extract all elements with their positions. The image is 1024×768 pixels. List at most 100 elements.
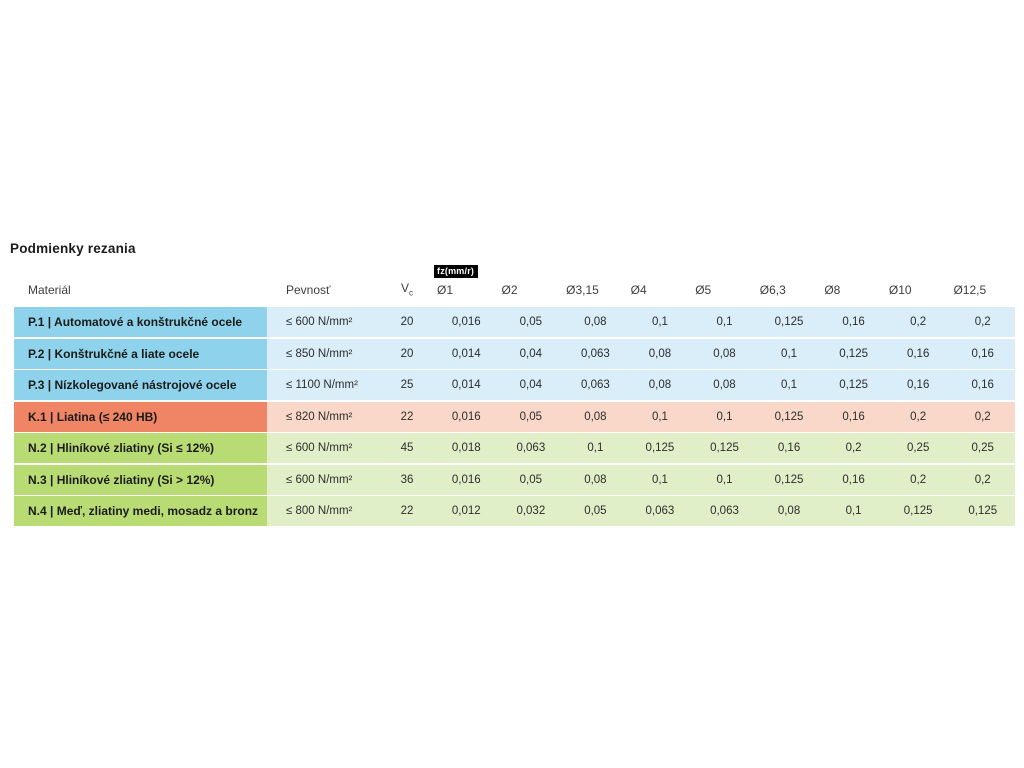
fz-cell: 0,016: [451, 316, 481, 328]
vc-subscript: c: [409, 288, 413, 298]
fz-cell: 0,125: [710, 442, 739, 454]
fz-cell: 0,08: [777, 505, 801, 517]
fz-cell: 0,063: [645, 505, 675, 517]
table-row: P.1 | Automatové a konštrukčné ocele ≤ 6…: [14, 307, 1015, 337]
fz-cell: 0,2: [910, 316, 927, 328]
fz-cell: 0,16: [777, 442, 801, 454]
strength-cell: ≤ 800 N/mm²: [286, 505, 353, 517]
fz-cell: 0,2: [974, 316, 991, 328]
column-header-vc: Vc: [380, 281, 434, 297]
table-row: P.2 | Konštrukčné a liate ocele ≤ 850 N/…: [14, 338, 1015, 369]
column-header-material: Materiál: [28, 283, 71, 298]
fz-cell: 0,1: [845, 505, 862, 517]
fz-cell: 0,125: [774, 410, 804, 423]
fz-cell: 0,1: [651, 316, 668, 328]
fz-cell: 0,012: [451, 505, 481, 517]
table-header-row: Materiál Pevnosť Vc Ø1 Ø2 Ø3,15 Ø4 Ø5 Ø6…: [14, 281, 1015, 297]
fz-cell: 0,1: [716, 410, 733, 423]
fz-cell: 0,16: [842, 410, 865, 423]
fz-cell: 0,05: [519, 473, 543, 486]
fz-cell: 0,125: [774, 316, 804, 328]
column-header-d4: Ø4: [630, 283, 647, 298]
fz-cell: 0,125: [903, 505, 933, 517]
fz-cell: 0,2: [910, 473, 927, 486]
fz-cell: 0,2: [845, 442, 862, 454]
fz-cell: 0,1: [781, 379, 798, 391]
fz-cell: 0,063: [580, 379, 610, 391]
cutting-conditions-table: P.1 | Automatové a konštrukčné ocele ≤ 6…: [14, 307, 1015, 528]
strength-cell: ≤ 820 N/mm²: [286, 410, 353, 423]
fz-cell: 0,25: [971, 442, 994, 454]
fz-cell: 0,25: [906, 442, 930, 454]
column-header-d6: Ø6,3: [759, 283, 786, 298]
material-cell: N.4 | Meď, zliatiny medi, mosadz a bronz: [14, 496, 267, 526]
fz-cell: 0,08: [648, 347, 672, 360]
fz-cell: 0,04: [519, 379, 543, 391]
strength-cell: ≤ 850 N/mm²: [286, 347, 353, 360]
fz-cell: 0,032: [516, 505, 546, 517]
material-cell: P.3 | Nízkolegované nástrojové ocele: [14, 370, 267, 400]
fz-cell: 0,1: [716, 473, 733, 486]
fz-cell: 0,08: [713, 347, 736, 360]
fz-cell: 0,063: [710, 505, 739, 517]
material-cell: P.1 | Automatové a konštrukčné ocele: [14, 307, 267, 337]
fz-cell: 0,1: [781, 347, 798, 360]
vc-cell: 22: [400, 410, 414, 423]
strength-cell: ≤ 600 N/mm²: [286, 442, 353, 454]
column-header-d3: Ø3,15: [566, 283, 599, 298]
fz-cell: 0,05: [519, 316, 543, 328]
fz-cell: 0,018: [451, 442, 481, 454]
vc-cell: 22: [400, 505, 414, 517]
fz-unit-badge: fz(mm/r): [434, 265, 479, 278]
column-header-d7: Ø8: [824, 283, 841, 298]
fz-cell: 0,16: [906, 379, 930, 391]
column-header-d5: Ø5: [695, 283, 712, 298]
fz-cell: 0,2: [974, 410, 991, 423]
fz-cell: 0,04: [519, 347, 543, 360]
fz-cell: 0,2: [910, 410, 927, 423]
fz-cell: 0,063: [516, 442, 546, 454]
fz-cell: 0,014: [451, 379, 481, 391]
vc-cell: 45: [400, 442, 414, 454]
fz-cell: 0,125: [645, 442, 675, 454]
table-row: N.2 | Hliníkové zliatiny (Si ≤ 12%) ≤ 60…: [14, 433, 1015, 463]
fz-cell: 0,16: [971, 379, 994, 391]
material-cell: N.3 | Hliníkové zliatiny (Si > 12%): [14, 464, 267, 495]
fz-cell: 0,016: [451, 473, 481, 486]
fz-cell: 0,1: [716, 316, 733, 328]
vc-cell: 25: [400, 379, 414, 391]
strength-cell: ≤ 600 N/mm²: [286, 473, 353, 486]
vc-label: V: [400, 281, 409, 295]
column-header-strength: Pevnosť: [286, 283, 331, 298]
fz-cell: 0,08: [584, 316, 607, 328]
column-header-d9: Ø12,5: [953, 283, 987, 298]
fz-cell: 0,16: [971, 347, 994, 360]
column-header-d8: Ø10: [888, 283, 912, 298]
table-row: N.3 | Hliníkové zliatiny (Si > 12%) ≤ 60…: [14, 464, 1015, 495]
fz-cell: 0,125: [839, 347, 868, 360]
table-row: K.1 | Liatina (≤ 240 HB) ≤ 820 N/mm² 22 …: [14, 401, 1015, 432]
fz-cell: 0,1: [651, 410, 668, 423]
fz-cell: 0,16: [906, 347, 930, 360]
fz-cell: 0,16: [842, 473, 865, 486]
table-row: N.4 | Meď, zliatiny medi, mosadz a bronz…: [14, 496, 1015, 526]
table-row: P.3 | Nízkolegované nástrojové ocele ≤ 1…: [14, 370, 1015, 400]
fz-cell: 0,08: [713, 379, 736, 391]
fz-cell: 0,08: [584, 473, 607, 486]
fz-cell: 0,16: [842, 316, 865, 328]
vc-cell: 36: [400, 473, 414, 486]
fz-cell: 0,08: [584, 410, 607, 423]
fz-cell: 0,1: [651, 473, 668, 486]
fz-cell: 0,05: [584, 505, 607, 517]
column-header-d1: Ø1: [437, 283, 454, 298]
fz-cell: 0,125: [774, 473, 804, 486]
vc-cell: 20: [400, 316, 414, 328]
fz-cell: 0,016: [451, 410, 481, 423]
page-title: Podmienky rezania: [10, 241, 136, 256]
fz-cell: 0,08: [648, 379, 672, 391]
fz-cell: 0,125: [839, 379, 868, 391]
fz-cell: 0,1: [587, 442, 604, 454]
fz-cell: 0,063: [580, 347, 610, 360]
material-cell: K.1 | Liatina (≤ 240 HB): [14, 401, 267, 432]
material-cell: N.2 | Hliníkové zliatiny (Si ≤ 12%): [14, 433, 267, 463]
